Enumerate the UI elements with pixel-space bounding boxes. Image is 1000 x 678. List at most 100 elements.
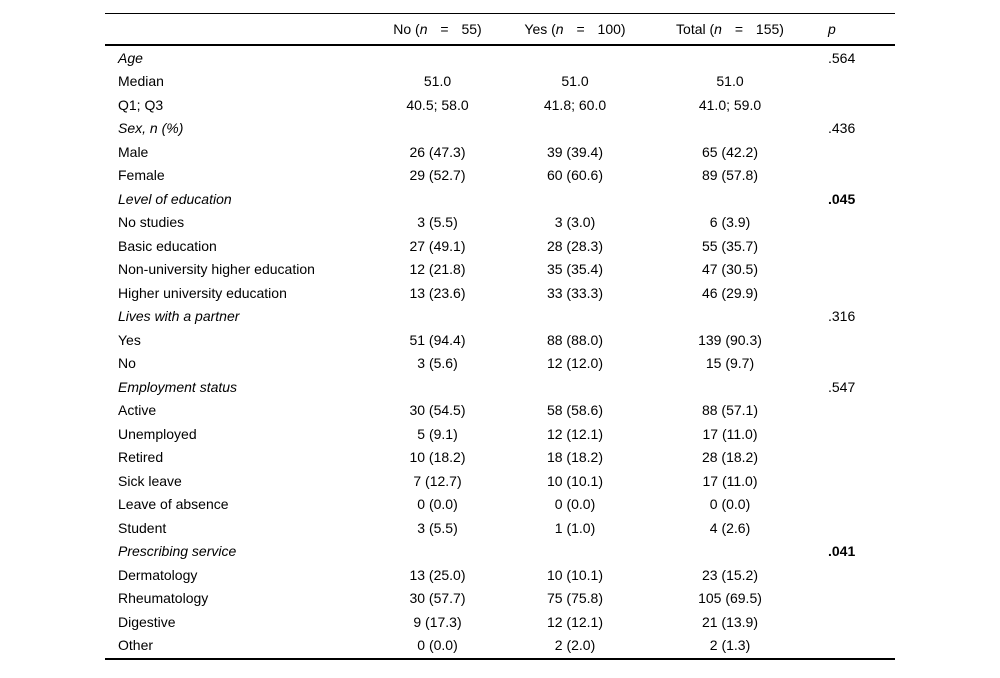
category-row: Employment status .547 [105,375,895,399]
cell-no: 5 (9.1) [417,425,458,442]
row-label: Other [118,637,154,654]
header-col-total: Total (n = 155) [650,21,810,37]
cell-yes: 12 (12.1) [546,613,604,630]
cell-yes: 1 (1.0) [554,519,596,536]
header-col-no: No (n = 55) [375,21,500,37]
row-label: Sick leave [118,472,182,489]
cell-total: 21 (13.9) [701,613,759,630]
table-row: Leave of absence 0 (0.0) 0 (0.0) 0 (0.0) [105,493,895,517]
cell-yes: 51.0 [561,73,589,90]
row-label: Unemployed [118,425,197,442]
cell-no: 26 (47.3) [409,143,466,160]
cell-p-value: .547 [828,378,856,395]
cell-p-value: .564 [828,49,856,66]
cell-total: 4 (2.6) [709,519,751,536]
cell-total: 15 (9.7) [705,355,755,372]
cell-p-value: .041 [828,543,856,560]
cell-no: 3 (5.5) [417,214,458,231]
header-col-yes-n: n [555,21,564,37]
row-label: Employment status [118,378,238,395]
row-label: Level of education [118,190,232,207]
cell-no: 27 (49.1) [409,237,466,254]
cell-no: 29 (52.7) [409,167,466,184]
cell-no: 51 (94.4) [409,331,466,348]
cell-no: 10 (18.2) [409,449,466,466]
row-label: Active [118,402,157,419]
row-label: No [118,355,136,372]
cell-yes: 28 (28.3) [546,237,604,254]
cell-total: 139 (90.3) [698,331,762,348]
table-row: Student 3 (5.5) 1 (1.0) 4 (2.6) [105,516,895,540]
category-row: Prescribing service .041 [105,540,895,564]
cell-total: 2 (1.3) [709,637,751,654]
cell-p-value: .436 [828,120,856,137]
table-row: Female 29 (52.7) 60 (60.6) 89 (57.8) [105,164,895,188]
cell-yes: 33 (33.3) [546,284,604,301]
cell-no: 3 (5.6) [417,355,458,372]
table-row: Q1; Q3 40.5; 58.0 41.8; 60.0 41.0; 59.0 [105,93,895,117]
header-col-yes: Yes (n = 100) [500,21,650,37]
row-label: Q1; Q3 [118,96,164,113]
category-row: Lives with a partner .316 [105,305,895,329]
header-col-total-n: n [714,21,722,37]
cell-no: 3 (5.5) [417,519,458,536]
cell-yes: 12 (12.1) [546,425,604,442]
cell-total: 23 (15.2) [701,566,759,583]
table-body: Age .564 Median 51.0 51.0 51.0 Q1; Q3 40.5; 58.… [105,46,895,660]
row-label: Lives with a partner [118,308,240,325]
cell-no: 9 (17.3) [413,613,462,630]
cell-yes: 88 (88.0) [546,331,604,348]
cell-no: 13 (23.6) [409,284,466,301]
header-col-total-count: = 155) [721,21,784,37]
row-label: Sex, n (%) [118,120,184,137]
table-row: Rheumatology 30 (57.7) 75 (75.8) 105 (69.5) [105,587,895,611]
cell-total: 28 (18.2) [701,449,759,466]
cell-yes: 18 (18.2) [546,449,604,466]
table-row: Median 51.0 51.0 51.0 [105,70,895,94]
table-row: Sick leave 7 (12.7) 10 (10.1) 17 (11.0) [105,469,895,493]
cell-p-value: .045 [828,190,856,207]
table-row: No 3 (5.6) 12 (12.0) 15 (9.7) [105,352,895,376]
row-label: Rheumatology [118,590,209,607]
row-label: Median [118,73,164,90]
row-label: Basic education [118,237,217,254]
cell-yes: 10 (10.1) [546,472,604,489]
table-row: Yes 51 (94.4) 88 (88.0) 139 (90.3) [105,328,895,352]
cell-yes: 75 (75.8) [546,590,604,607]
row-label: Non-university higher education [118,261,315,278]
row-label: Dermatology [118,566,198,583]
cell-no: 30 (54.5) [409,402,466,419]
cell-total: 17 (11.0) [702,472,758,489]
cell-yes: 10 (10.1) [546,566,604,583]
cell-p-value: .316 [828,308,856,325]
cell-no: 7 (12.7) [413,472,462,489]
row-label: Yes [118,331,141,348]
cell-total: 41.0; 59.0 [698,96,762,113]
header-col-no-n: n [419,21,428,37]
table-row: Retired 10 (18.2) 18 (18.2) 28 (18.2) [105,446,895,470]
header-col-no-count: = 55) [427,21,482,37]
cell-yes: 3 (3.0) [554,214,596,231]
cell-total: 17 (11.0) [702,425,758,442]
cell-total: 51.0 [716,73,744,90]
cell-yes: 58 (58.6) [546,402,604,419]
header-col-yes-pre: Yes ( [524,21,556,37]
table-row: Unemployed 5 (9.1) 12 (12.1) 17 (11.0) [105,422,895,446]
category-row: Level of education .045 [105,187,895,211]
row-label: Male [118,143,149,160]
cell-no: 40.5; 58.0 [406,96,469,113]
cell-total: 89 (57.8) [701,167,759,184]
table-row: Active 30 (54.5) 58 (58.6) 88 (57.1) [105,399,895,423]
header-col-total-pre: Total ( [676,21,715,37]
cell-total: 88 (57.1) [701,402,759,419]
cell-yes: 12 (12.0) [546,355,604,372]
header-col-p: p [828,21,836,37]
cell-total: 55 (35.7) [701,237,759,254]
cell-no: 12 (21.8) [409,261,466,278]
cell-total: 46 (29.9) [701,284,759,301]
cell-no: 30 (57.7) [409,590,466,607]
table-row: Digestive 9 (17.3) 12 (12.1) 21 (13.9) [105,610,895,634]
cell-no: 0 (0.0) [417,496,458,513]
table-header-row: No (n = 55) Yes (n = 100) Total (n = 155… [105,14,895,46]
cell-total: 6 (3.9) [709,214,751,231]
